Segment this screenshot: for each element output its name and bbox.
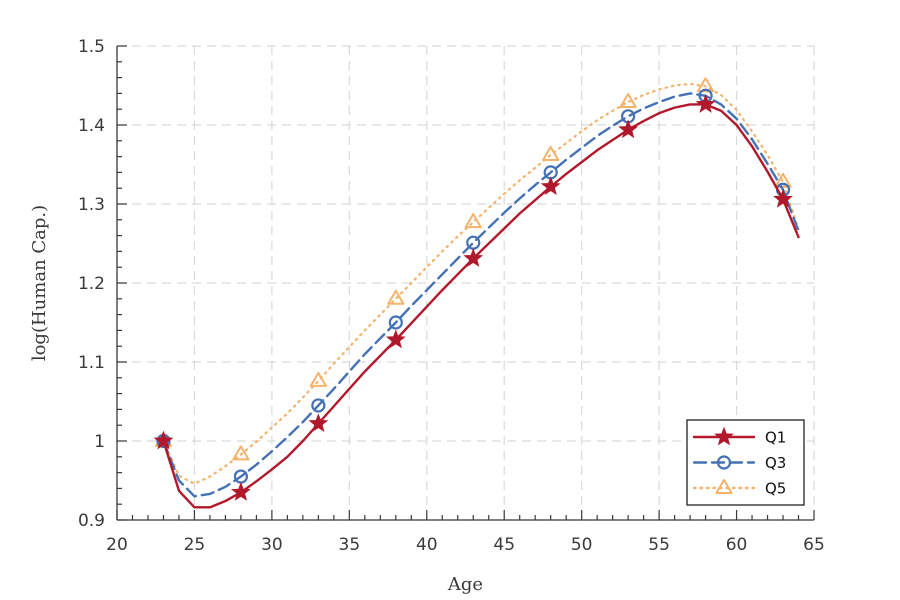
data-point-q3 [466,235,481,250]
y-axis-title: log(Human Cap.) [29,205,50,361]
data-point-q5 [774,172,792,188]
data-point-q1 [695,94,716,113]
y-tick-label: 1 [94,432,105,452]
x-tick-label: 65 [803,535,825,555]
y-tick-label: 0.9 [78,511,105,531]
x-tick-label: 50 [571,535,593,555]
legend-label-q3: Q3 [765,454,786,472]
x-tick-label: 55 [648,535,670,555]
data-point-q1 [385,329,406,349]
series-line-q5 [162,82,800,485]
legend-label-q1: Q1 [765,429,786,447]
axes: 20 25 30 35 40 45 50 55 60 65 0.9 1 1.1 1.2 1.3 1.4 1.5 [78,37,825,555]
series-layer [153,77,800,509]
x-tick-label: 20 [106,535,128,555]
legend-marker-q3 [716,455,732,470]
legend-item-q5: Q5 [692,479,786,498]
series-line-q3 [162,92,800,498]
data-point-q1 [618,119,639,139]
data-point-q5 [542,146,560,161]
x-tick-label: 60 [726,535,748,555]
legend-item-q3: Q3 [692,454,786,472]
legend-item-q1: Q1 [692,426,786,447]
data-point-q1 [773,188,793,208]
data-point-q1 [540,176,561,196]
x-tick-label: 40 [416,535,438,555]
legend-marker-q1 [714,426,734,446]
legend: Q1 Q3 Q5 [686,419,805,506]
x-tick-label: 45 [493,535,515,555]
data-point-q5 [232,445,250,461]
y-tick-label: 1.3 [78,195,105,215]
data-point-q1 [230,481,251,501]
series-line-q1 [162,103,800,509]
data-point-q5 [387,289,405,305]
y-tick-label: 1.1 [78,353,105,373]
data-point-q5 [464,213,482,229]
data-point-q1 [463,248,484,267]
legend-marker-q5 [715,479,733,494]
y-tick-label: 1.5 [78,37,105,57]
x-tick-label: 25 [184,535,206,555]
series-q1 [153,94,800,509]
data-point-q5 [309,371,327,387]
data-point-q5 [696,77,715,93]
data-point-q3 [388,315,403,330]
x-axis-title: Age [447,574,483,595]
data-point-q1 [153,430,174,450]
legend-label-q5: Q5 [765,480,786,498]
y-tick-label: 1.2 [78,274,105,294]
x-tick-label: 35 [339,535,361,555]
x-tick-label: 30 [261,535,283,555]
y-tick-label: 1.4 [78,116,105,136]
data-point-q1 [308,413,329,433]
data-point-q5 [619,93,637,109]
data-point-q3 [311,398,326,413]
